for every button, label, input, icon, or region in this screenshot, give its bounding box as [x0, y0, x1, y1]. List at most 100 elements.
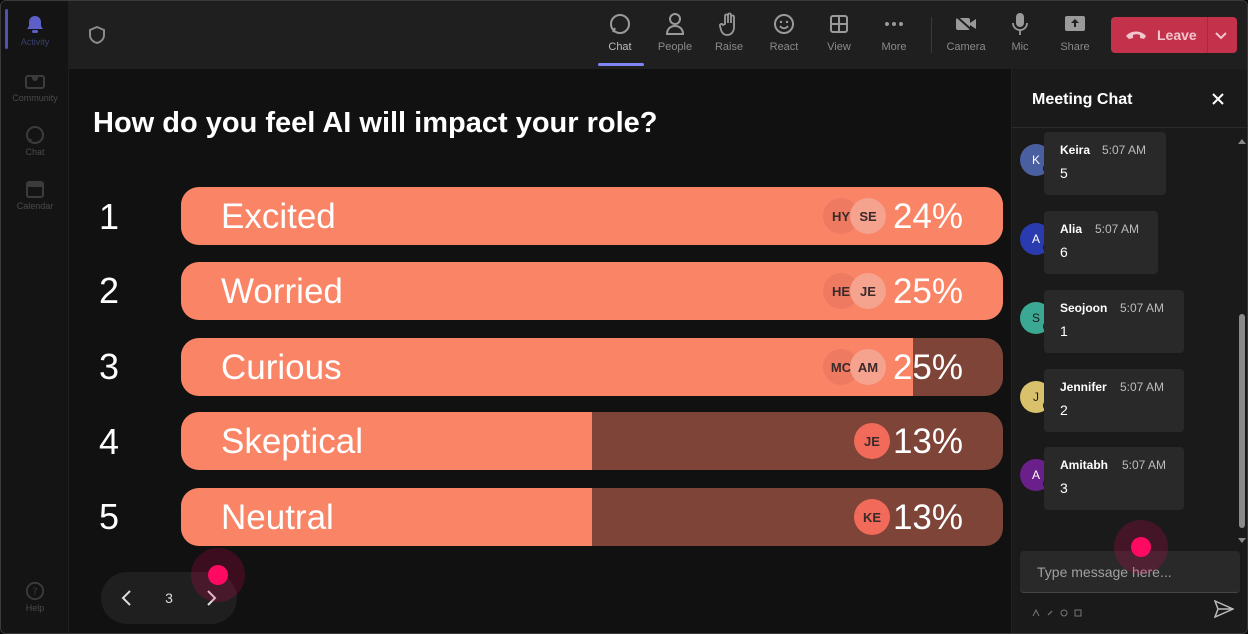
compose-box [1020, 551, 1240, 593]
poll-option-percent: 25% [892, 348, 963, 387]
chat-icon [608, 11, 632, 37]
scroll-thumb[interactable] [1239, 314, 1245, 528]
toolbar-camera-button[interactable]: Camera [942, 11, 990, 61]
poll-option-bar: Excited HY SE 24% [181, 187, 1003, 245]
more-icon [882, 11, 906, 37]
help-icon: ? [25, 581, 45, 601]
poll-option-number: 1 [99, 196, 120, 237]
send-icon[interactable] [1213, 599, 1235, 619]
rail-item-help[interactable]: ? Help [1, 577, 69, 629]
toolbar-react-button[interactable]: React [760, 11, 808, 61]
message-time: 5:07 AM [1095, 222, 1140, 236]
attach-icon[interactable] [1046, 604, 1054, 616]
toolbar-label: View [827, 41, 851, 53]
rail-label: Chat [25, 147, 45, 157]
poll-option-number: 5 [99, 496, 120, 537]
svg-text:?: ? [32, 587, 37, 598]
voter-avatar: JE [854, 423, 890, 459]
chat-message: Jennifer 5:07 AM 2 [1044, 369, 1184, 432]
close-icon[interactable] [1210, 91, 1226, 107]
page-number: 3 [165, 590, 173, 606]
message-text: 3 [1060, 480, 1068, 496]
active-tab-indicator [598, 63, 644, 66]
poll-option-fill [181, 338, 913, 396]
poll-option-label: Curious [221, 348, 342, 387]
poll-option-number: 4 [99, 421, 120, 462]
voter-avatar: KE [854, 499, 890, 535]
message-text: 1 [1060, 323, 1068, 339]
emoji-icon[interactable] [1060, 604, 1068, 617]
message-text: 2 [1060, 402, 1068, 418]
poll-option-label: Excited [221, 197, 336, 236]
format-icon[interactable] [1032, 604, 1040, 617]
rail-item-calendar[interactable]: Calendar [1, 175, 69, 227]
calendar-icon [25, 179, 45, 199]
toolbar-label: React [769, 41, 799, 53]
app-rail: Activity Community Chat Calendar ? Help [1, 1, 69, 633]
chat-icon [25, 125, 45, 145]
community-icon [25, 71, 45, 91]
toolbar-people-button[interactable]: People [651, 11, 699, 61]
hand-icon [717, 11, 741, 37]
message-time: 5:07 AM [1120, 380, 1165, 394]
rail-label: Activity [20, 37, 50, 47]
chat-message: Amitabh 5:07 AM 3 [1044, 447, 1184, 510]
poll-question: How do you feel AI will impact your role… [93, 107, 658, 139]
toolbar-label: Mic [1011, 41, 1029, 53]
message-author: Jennifer [1060, 380, 1107, 394]
toolbar-label: People [657, 41, 693, 53]
rail-label: Help [25, 603, 45, 613]
message-time: 5:07 AM [1102, 143, 1147, 157]
people-icon [663, 11, 687, 37]
phone-hangup-icon [1125, 28, 1147, 42]
scroll-up-icon[interactable] [1238, 133, 1246, 144]
message-input[interactable] [1020, 551, 1240, 593]
toolbar-raise-button[interactable]: Raise [705, 11, 753, 61]
voter-avatar: JE [850, 273, 886, 309]
chevron-left-icon[interactable] [117, 588, 137, 608]
grid-icon [827, 11, 851, 37]
poll-stage: How do you feel AI will impact your role… [69, 69, 1011, 633]
share-icon [1063, 11, 1087, 37]
voter-avatar: SE [850, 198, 886, 234]
cursor-indicator [1114, 520, 1168, 574]
gif-icon[interactable] [1074, 604, 1082, 617]
shield-icon[interactable] [87, 25, 107, 45]
bell-icon [25, 15, 45, 35]
toolbar-label: Share [1060, 41, 1090, 53]
message-time: 5:07 AM [1122, 458, 1167, 472]
poll-option-label: Neutral [221, 498, 334, 537]
meeting-chat-panel: Meeting Chat K Keira 5:07 AM 5 A Alia 5:… [1011, 69, 1247, 633]
cursor-indicator [191, 548, 245, 602]
message-author: Alia [1060, 222, 1083, 236]
toolbar-more-button[interactable]: More [870, 11, 918, 61]
camera-off-icon [954, 11, 978, 37]
toolbar-label: Chat [608, 41, 632, 53]
message-text: 6 [1060, 244, 1068, 260]
chat-divider [1012, 127, 1247, 128]
toolbar-chat-button[interactable]: Chat [596, 11, 644, 61]
message-time: 5:07 AM [1120, 301, 1165, 315]
poll-option-label: Skeptical [221, 422, 364, 461]
format-toolbar [1032, 604, 1082, 617]
toolbar-share-button[interactable]: Share [1051, 11, 1099, 61]
chat-scrollbar[interactable] [1236, 129, 1247, 543]
toolbar-mic-button[interactable]: Mic [996, 11, 1044, 61]
message-author: Amitabh [1060, 458, 1108, 472]
poll-option-percent: 13% [892, 498, 963, 537]
leave-button[interactable]: Leave [1111, 17, 1237, 53]
rail-item-activity[interactable]: Activity [1, 11, 69, 63]
rail-item-community[interactable]: Community [1, 67, 69, 119]
chevron-right-icon[interactable] [201, 588, 221, 608]
rail-item-chat[interactable]: Chat [1, 121, 69, 173]
poll-option-bar: Skeptical JE 13% [181, 412, 1003, 470]
chevron-down-icon[interactable] [1213, 27, 1229, 43]
message-author: Seojoon [1060, 301, 1108, 315]
poll-option-bar: Worried HE JE 25% [181, 262, 1003, 320]
poll-option-bar: Neutral KE 13% [181, 488, 1003, 546]
scroll-down-icon[interactable] [1238, 531, 1246, 543]
poll-option-fill [181, 488, 592, 546]
toolbar-view-button[interactable]: View [815, 11, 863, 61]
poll-option-percent: 25% [892, 272, 963, 311]
